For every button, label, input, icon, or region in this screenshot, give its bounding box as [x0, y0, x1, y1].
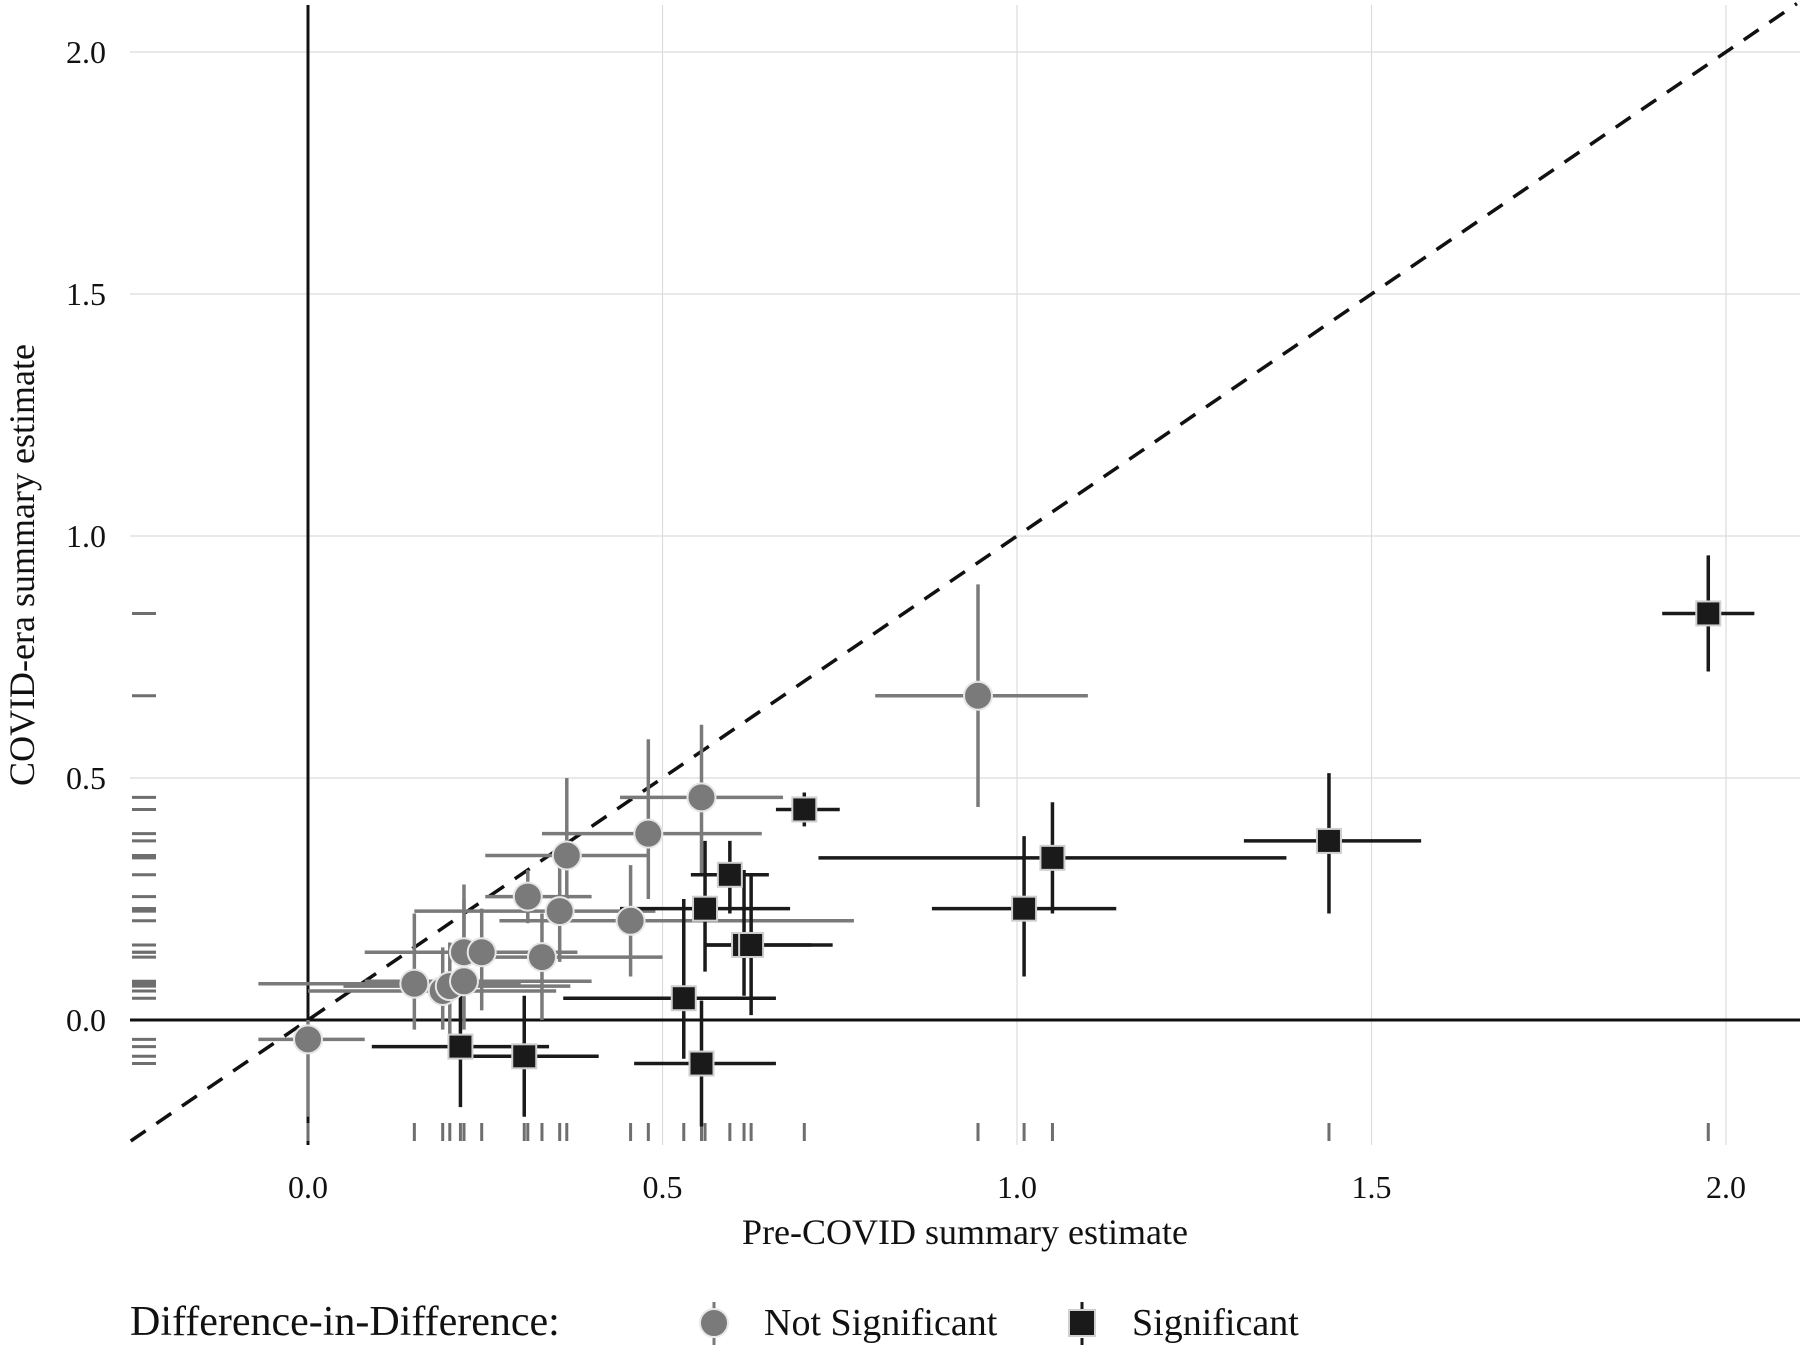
significant-point	[1695, 600, 1722, 627]
not-significant-point	[686, 782, 717, 813]
x-tick-label: 1.0	[997, 1169, 1037, 1205]
not-significant-point	[526, 942, 557, 973]
x-tick-label: 2.0	[1706, 1169, 1746, 1205]
y-tick-label: 2.0	[66, 34, 106, 70]
legend-label-significant: Significant	[1132, 1302, 1299, 1344]
x-tick-label: 0.0	[288, 1169, 328, 1205]
not-significant-point	[466, 937, 497, 968]
reference-lines	[129, 2, 1800, 1145]
not-significant-point	[399, 968, 430, 999]
significant-point	[670, 985, 697, 1012]
not-significant-point	[448, 966, 479, 997]
not-significant-point	[615, 905, 646, 936]
x-axis-title: Pre-COVID summary estimate	[742, 1212, 1188, 1252]
legend-key-not-significant	[699, 1302, 729, 1345]
x-tick-label: 1.5	[1352, 1169, 1392, 1205]
gridlines	[130, 5, 1800, 1145]
y-tick-label: 0.5	[66, 760, 106, 796]
data-points	[293, 600, 1722, 1077]
y-tick-label: 0.0	[66, 1002, 106, 1038]
not-significant-point	[512, 881, 543, 912]
legend: Difference-in-Difference: Not Significan…	[130, 1299, 1299, 1345]
not-significant-point	[551, 840, 582, 871]
y-tick-label: 1.0	[66, 518, 106, 554]
significant-point	[1039, 844, 1066, 871]
legend-title: Difference-in-Difference:	[130, 1299, 560, 1345]
rug-marks	[132, 611, 1710, 1141]
not-significant-point	[963, 680, 994, 711]
y-tick-label: 1.5	[66, 276, 106, 312]
not-significant-point	[633, 818, 664, 849]
tick-labels: 0.0 0.5 1.0 1.5 2.0 0.0 0.5 1.0 1.5 2.0	[66, 34, 1746, 1205]
significant-point	[1315, 827, 1342, 854]
significant-point	[688, 1050, 715, 1077]
significant-point	[692, 895, 719, 922]
significant-point	[791, 796, 818, 823]
legend-key-significant	[1068, 1302, 1096, 1345]
significant-point	[447, 1033, 474, 1060]
significant-point	[716, 861, 743, 888]
y-axis-title: COVID-era summary estimate	[2, 344, 42, 786]
not-significant-point	[293, 1024, 323, 1055]
error-bars	[258, 555, 1755, 1127]
x-tick-label: 0.5	[643, 1169, 683, 1205]
legend-label-not-significant: Not Significant	[764, 1302, 998, 1344]
significant-point	[1011, 895, 1038, 922]
identity-dashed-line	[129, 2, 1798, 1143]
not-significant-point	[544, 896, 575, 927]
significant-point	[511, 1043, 538, 1070]
significant-point	[738, 931, 765, 958]
